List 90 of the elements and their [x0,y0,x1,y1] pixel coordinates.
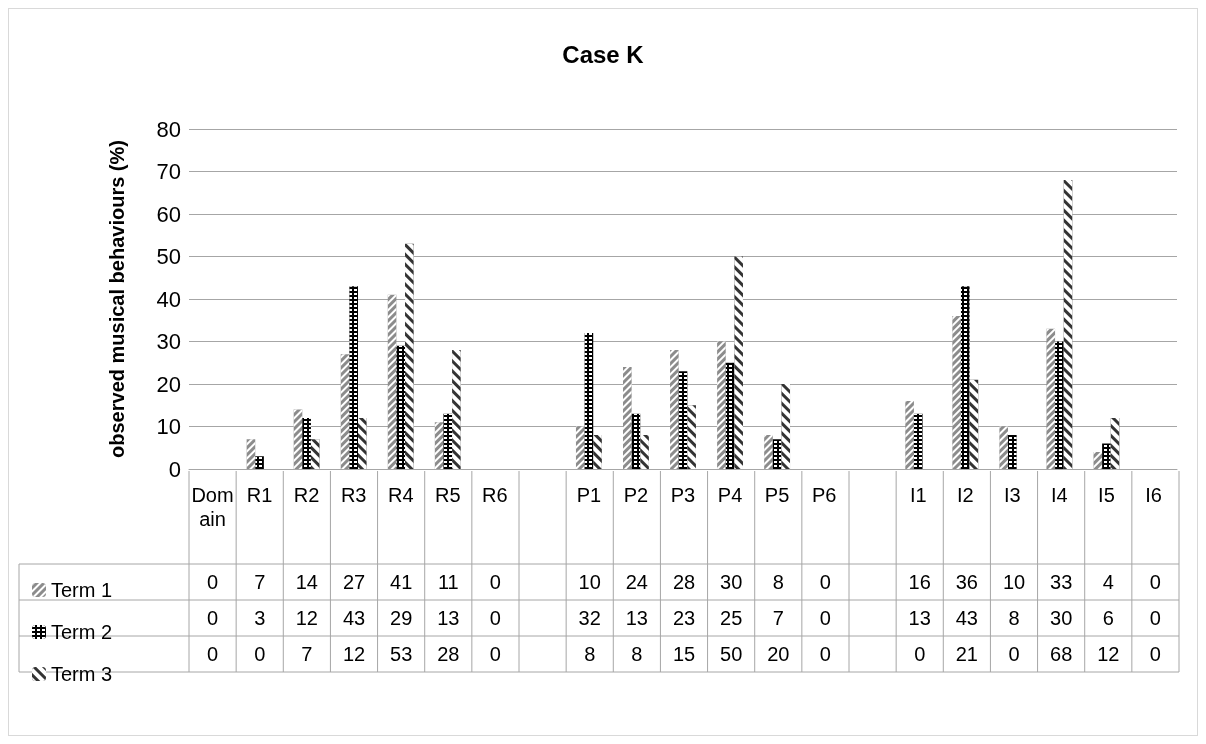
x-tick-label: R2 [293,484,320,506]
data-label: 0 [489,571,501,593]
data-label: 0 [1149,643,1161,665]
x-tick-label: Domain [191,484,234,530]
x-tick-label: P3 [670,484,696,506]
x-tick-label: R5 [434,484,461,506]
y-tick-label: 0 [168,456,181,482]
x-tick-label: P6 [811,484,837,506]
data-label: 68 [1050,643,1073,665]
data-label: 0 [819,607,831,629]
x-tick-label: I1 [909,484,927,506]
data-label: 25 [720,607,743,629]
data-label: 23 [672,607,696,629]
y-tick-label: 30 [156,329,181,354]
data-label: 28 [437,643,460,665]
data-label: 50 [720,643,743,665]
data-label: 0 [207,607,219,629]
x-tick-label: I6 [1145,484,1162,506]
x-tick-label: I2 [956,484,974,506]
y-axis-title: observed musical behaviours (%) [106,140,128,458]
legend-label: Term 1 [51,579,113,601]
data-label: 21 [955,643,978,665]
y-tick-label: 20 [156,371,181,397]
data-label: 14 [295,571,318,593]
data-label: 13 [908,607,931,629]
x-tick-label: R6 [482,484,508,506]
legend-label: Term 2 [51,621,113,643]
y-tick-label: 70 [156,159,181,184]
data-label: 16 [908,571,931,593]
data-label: 7 [301,643,313,665]
data-label: 0 [819,643,831,665]
x-tick-label: P4 [717,484,743,506]
x-tick-label: I5 [1098,484,1115,506]
data-label: 53 [390,643,413,665]
data-label: 27 [342,571,366,593]
data-label: 10 [1002,571,1026,593]
y-tick-label: 60 [156,201,181,227]
data-label: 8 [584,643,596,665]
data-label: 36 [955,571,978,593]
data-label: 6 [1102,607,1114,629]
data-label: 8 [772,571,784,593]
legend-label: Term 3 [51,663,113,685]
data-label: 32 [578,607,601,629]
data-label: 3 [254,607,266,629]
data-label: 0 [1149,607,1161,629]
data-label: 43 [955,607,978,629]
data-label: 30 [720,571,743,593]
x-tick-label: R3 [340,484,367,506]
data-label: 33 [1050,571,1073,593]
data-label: 15 [672,643,696,665]
y-tick-label: 80 [156,116,181,142]
data-label: 13 [625,607,648,629]
data-label: 0 [489,607,501,629]
data-label: 28 [672,571,696,593]
data-label: 8 [1008,607,1020,629]
data-label: 43 [342,607,366,629]
data-label: 29 [390,607,413,629]
data-label: 7 [772,607,784,629]
data-label: 11 [437,571,459,593]
y-tick-label: 10 [156,414,181,439]
data-label: 0 [1008,643,1020,665]
data-label: 13 [437,607,460,629]
data-label: 12 [295,607,318,629]
data-label: 0 [254,643,266,665]
x-tick-label: P1 [576,484,602,506]
data-label: 24 [625,571,648,593]
data-label: 0 [207,643,219,665]
x-tick-label: P2 [623,484,649,506]
x-tick-label: R1 [246,484,273,506]
chart-title: Case K [562,40,645,68]
x-tick-label: P5 [764,484,790,506]
data-label: 0 [914,643,926,665]
data-label: 20 [767,643,790,665]
data-label: 12 [342,643,366,665]
data-label: 0 [819,571,831,593]
data-label: 8 [631,643,643,665]
data-label: 30 [1050,607,1073,629]
y-tick-label: 50 [156,244,181,269]
data-label: 0 [1149,571,1161,593]
data-label: 0 [207,571,219,593]
data-label: 7 [254,571,266,593]
x-tick-label: I4 [1051,484,1068,506]
data-label: 12 [1097,643,1120,665]
data-label: 0 [489,643,501,665]
data-label: 10 [578,571,601,593]
x-tick-label: R4 [387,484,414,506]
data-label: 41 [390,571,413,593]
x-tick-label: I3 [1003,484,1021,506]
y-tick-label: 40 [156,286,181,312]
data-label: 4 [1102,571,1114,593]
